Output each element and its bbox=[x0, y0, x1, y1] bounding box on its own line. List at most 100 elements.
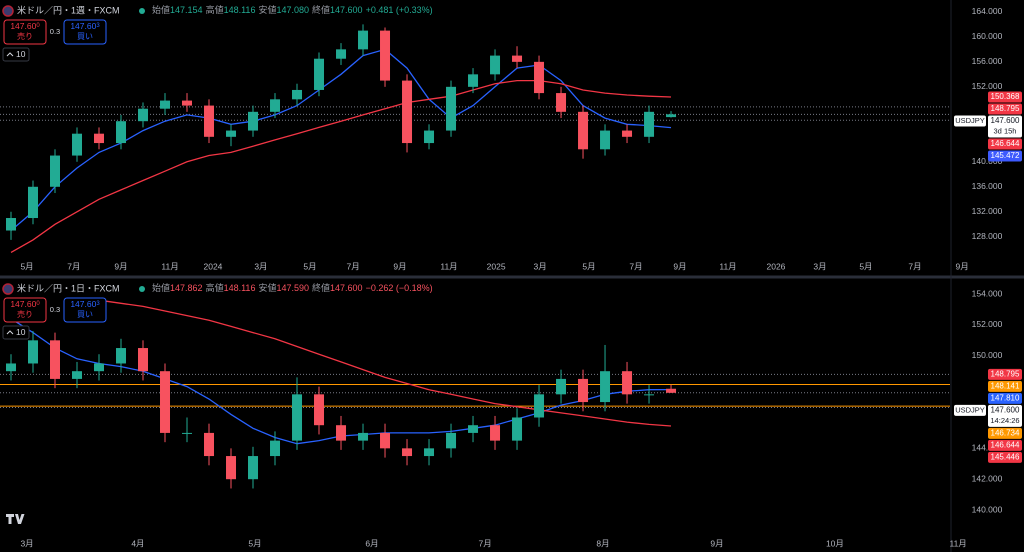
button-price: 147.600 bbox=[10, 299, 40, 309]
tradingview-logo[interactable] bbox=[6, 514, 25, 524]
ohlc-value: 148.116 bbox=[224, 283, 256, 293]
moving-average bbox=[10, 79, 672, 253]
price-label: 148.795 bbox=[991, 369, 1020, 378]
candle-body bbox=[424, 448, 435, 457]
x-tick-label: 5月 bbox=[20, 261, 33, 271]
x-tick-label: 3月 bbox=[813, 261, 826, 271]
ohlc-value: 147.590 bbox=[276, 283, 309, 293]
candle-body bbox=[270, 99, 281, 112]
candle-body bbox=[72, 133, 83, 156]
price-label: 148.795 bbox=[991, 104, 1020, 113]
candle-body bbox=[578, 111, 589, 150]
candle-body bbox=[336, 425, 347, 441]
candle-body bbox=[116, 121, 127, 144]
symbol-flag bbox=[2, 5, 14, 17]
candle-body bbox=[160, 100, 171, 109]
symbol-tag bbox=[954, 404, 986, 416]
price-label: 146.644 bbox=[991, 440, 1020, 449]
symbol-name: USDJPY bbox=[955, 116, 985, 125]
price-label: 150.368 bbox=[991, 92, 1020, 101]
price-label-box bbox=[988, 380, 1022, 392]
x-tick-label: 9月 bbox=[393, 261, 406, 271]
price-label: 147.600 bbox=[991, 405, 1020, 414]
x-tick-label: 7月 bbox=[346, 261, 359, 271]
logo-mark bbox=[6, 514, 25, 524]
indicator-toggle[interactable]: 10 bbox=[2, 325, 30, 340]
price-label: 148.141 bbox=[991, 381, 1020, 390]
price-label-box bbox=[988, 115, 1022, 138]
ohlc-value: 147.600 bbox=[330, 5, 363, 15]
price-label-box bbox=[988, 404, 1022, 427]
candle-body bbox=[204, 432, 215, 457]
candle-body bbox=[50, 340, 61, 379]
price-label: 147.600 bbox=[991, 116, 1020, 125]
y-tick-label: 140.000 bbox=[972, 504, 1003, 514]
candle-body bbox=[270, 440, 281, 457]
candle-body bbox=[402, 80, 413, 144]
price-change: +0.481 (+0.33%) bbox=[366, 5, 433, 15]
price-label-box bbox=[988, 427, 1022, 439]
chart-pane: 140.000 142.000 144.000 150.000 152.000 154.0… bbox=[0, 282, 1022, 548]
price-label-box bbox=[988, 103, 1022, 115]
price-label: 146.734 bbox=[991, 428, 1020, 437]
candle-body bbox=[6, 363, 17, 372]
indicator-count: 10 bbox=[16, 49, 26, 59]
price-label: 147.810 bbox=[991, 393, 1020, 402]
y-tick-label: 150.000 bbox=[972, 350, 1003, 360]
market-status bbox=[139, 286, 145, 292]
candle-body bbox=[622, 130, 633, 137]
symbol-title[interactable]: 米ドル／円・1日・FXCM bbox=[17, 282, 120, 293]
x-tick-label: 11月 bbox=[719, 261, 736, 271]
x-tick-label: 7月 bbox=[479, 538, 492, 548]
candle-body bbox=[248, 111, 259, 131]
candle-body bbox=[50, 155, 61, 187]
ohlc-value: 148.116 bbox=[224, 5, 256, 15]
price-label: 145.472 bbox=[991, 151, 1020, 160]
toggle-frame bbox=[2, 47, 30, 62]
price: 147.60 bbox=[70, 299, 96, 309]
ohlc-label: 高値 bbox=[206, 4, 224, 15]
x-tick-label: 3月 bbox=[20, 538, 33, 548]
candle-body bbox=[94, 133, 105, 144]
candle-body bbox=[292, 89, 303, 100]
price-label-box bbox=[988, 91, 1022, 103]
x-tick-label: 7月 bbox=[629, 261, 642, 271]
x-tick-label: 3月 bbox=[254, 261, 267, 271]
candle-body bbox=[556, 378, 567, 395]
x-tick-label: 11月 bbox=[161, 261, 178, 271]
candle-body bbox=[644, 111, 655, 137]
candle-body bbox=[468, 425, 479, 433]
button-frame bbox=[3, 297, 47, 323]
x-tick-label: 9月 bbox=[955, 261, 968, 271]
x-tick-label: 11月 bbox=[440, 261, 457, 271]
button-frame bbox=[3, 19, 47, 45]
indicator-toggle[interactable]: 10 bbox=[2, 47, 30, 62]
price-label-box bbox=[988, 392, 1022, 404]
candle-body bbox=[622, 371, 633, 395]
ohlc-value: 147.154 bbox=[170, 5, 203, 15]
price-label-box bbox=[988, 368, 1022, 380]
x-tick-label: 3月 bbox=[534, 261, 547, 271]
candle-body bbox=[358, 432, 369, 441]
candle-body bbox=[556, 93, 567, 112]
x-tick-label: 5月 bbox=[582, 261, 595, 271]
ohlc-values: 始値147.862 高値148.116 安値147.590 終値147.600 −0.2… bbox=[152, 282, 433, 293]
candle-body bbox=[116, 348, 127, 364]
candle-body bbox=[138, 348, 149, 372]
countdown: 14:24:26 bbox=[990, 416, 1019, 425]
price: 147.60 bbox=[10, 299, 36, 309]
symbol-name: USDJPY bbox=[955, 405, 985, 414]
candle-body bbox=[380, 432, 391, 449]
symbol-title[interactable]: 米ドル／円・1週・FXCM bbox=[17, 4, 120, 15]
x-tick-label: 9月 bbox=[710, 538, 723, 548]
candle-body bbox=[314, 394, 325, 426]
x-tick-label: 5月 bbox=[303, 261, 316, 271]
button-frame bbox=[63, 297, 107, 323]
button-price: 147.603 bbox=[70, 299, 100, 309]
y-tick-label: 164.000 bbox=[972, 6, 1003, 16]
market-status bbox=[139, 8, 145, 14]
